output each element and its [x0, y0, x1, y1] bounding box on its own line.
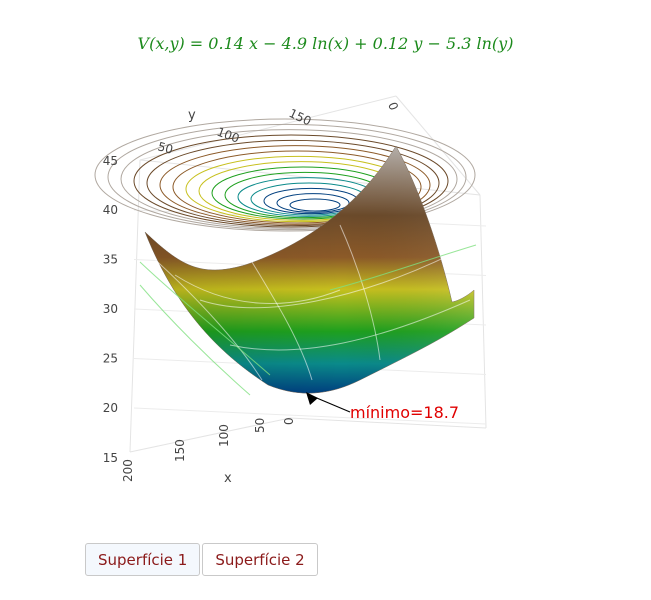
scene-box-left-edge — [129, 159, 141, 453]
contour-line — [133, 134, 449, 228]
surface-toggle-buttons: Superfície 1 Superfície 2 — [85, 543, 318, 576]
y-tick-label: 100 — [215, 125, 241, 146]
z-tick-label: 45 — [103, 154, 118, 168]
contour-line — [107, 123, 467, 231]
z-tick-label: 15 — [103, 451, 118, 465]
scene-box-right-edge — [479, 194, 487, 429]
z-grid-line — [133, 407, 487, 425]
x-axis-ticks: 200 150 100 50 0 — [121, 417, 296, 482]
contour-line — [159, 145, 431, 225]
x-tick-label: 150 — [173, 439, 187, 462]
contour-line — [146, 139, 440, 227]
surface-2-button[interactable]: Superfície 2 — [202, 543, 318, 576]
z-axis-ticks: 15 20 25 30 35 40 45 — [103, 154, 118, 465]
contour-line — [120, 129, 458, 229]
contour-line — [172, 150, 422, 224]
chart-formula-title: V(x,y) = 0.14 x − 4.9 ln(x) + 0.12 y − 5… — [137, 34, 514, 53]
surface-contour-lines — [139, 244, 477, 396]
projected-contours — [94, 118, 476, 232]
annotation-text: mínimo=18.7 — [350, 403, 459, 422]
z-tick-label: 35 — [103, 253, 118, 267]
z-tick-label: 25 — [103, 352, 118, 366]
y-axis-title: y — [188, 108, 196, 123]
z-tick-label: 20 — [103, 401, 118, 415]
x-tick-label: 0 — [282, 417, 296, 425]
surface-mesh[interactable] — [139, 145, 477, 396]
minimum-annotation: mínimo=18.7 — [306, 392, 459, 422]
surface-1-button[interactable]: Superfície 1 — [85, 543, 201, 576]
x-tick-label: 200 — [121, 459, 135, 482]
x-axis-title: x — [224, 471, 232, 486]
z-tick-label: 30 — [103, 302, 118, 316]
x-tick-label: 50 — [253, 418, 267, 433]
contour-line — [289, 198, 341, 212]
contour-line — [94, 118, 476, 232]
y-tick-label: 50 — [156, 139, 174, 156]
contour-line — [276, 193, 350, 213]
scene-box-bottom-edge — [129, 417, 487, 453]
surface-shading — [145, 146, 474, 394]
z-tick-label: 40 — [103, 203, 118, 217]
y-tick-label: 0 — [385, 100, 401, 112]
surface-wireframe — [149, 224, 471, 381]
x-tick-label: 100 — [217, 424, 231, 447]
annotation-arrowhead — [306, 392, 318, 405]
